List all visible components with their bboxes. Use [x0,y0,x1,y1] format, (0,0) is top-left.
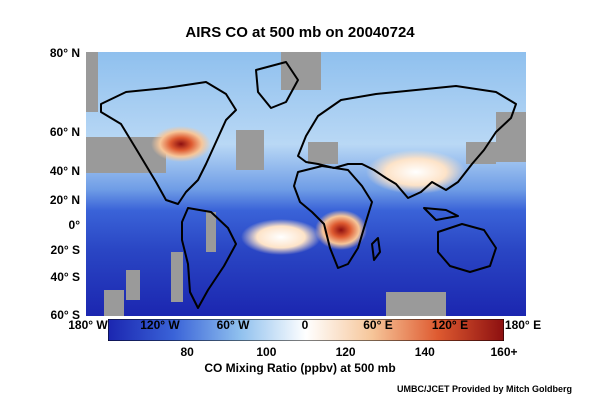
colorbar-tick-160: 160+ [490,345,518,359]
lon-label-60e: 60° E [363,318,393,332]
lat-label-40n: 40° N [49,164,80,178]
coastlines [100,61,517,309]
co-heatmap [86,52,526,316]
colorbar [108,319,504,341]
co-field-background [86,52,526,316]
lat-label-40s: 40° S [50,270,80,284]
lat-label-80n: 80° N [49,46,80,60]
lon-label-0: 0 [301,318,309,332]
lon-label-180w: 180° W [68,318,108,332]
map-title: AIRS CO at 500 mb on 20040724 [185,24,415,41]
colorbar-tick-80: 80 [180,345,194,359]
colorbar-label: CO Mixing Ratio (ppbv) at 500 mb [204,361,396,375]
lon-label-180e: 180° E [504,318,542,332]
lon-label-120e: 120° E [431,318,469,332]
lon-label-60w: 60° W [216,318,250,332]
lat-label-0: 0° [68,218,80,232]
credit-text: UMBC/JCET Provided by Mitch Goldberg [396,384,572,394]
lat-label-20s: 20° S [50,243,80,257]
colorbar-gradient [108,319,504,341]
colorbar-tick-140: 140 [414,345,435,359]
colorbar-tick-100: 100 [256,345,277,359]
lat-label-60n: 60° N [49,125,80,139]
missing-data-patches [86,52,526,316]
colorbar-tick-120: 120 [335,345,356,359]
lon-label-120w: 120° W [140,318,180,332]
canada-fire-plume [151,126,211,162]
lat-label-60s: 60° S [50,308,80,322]
lat-label-20n: 20° N [49,193,80,207]
co-map-panel [86,52,526,316]
